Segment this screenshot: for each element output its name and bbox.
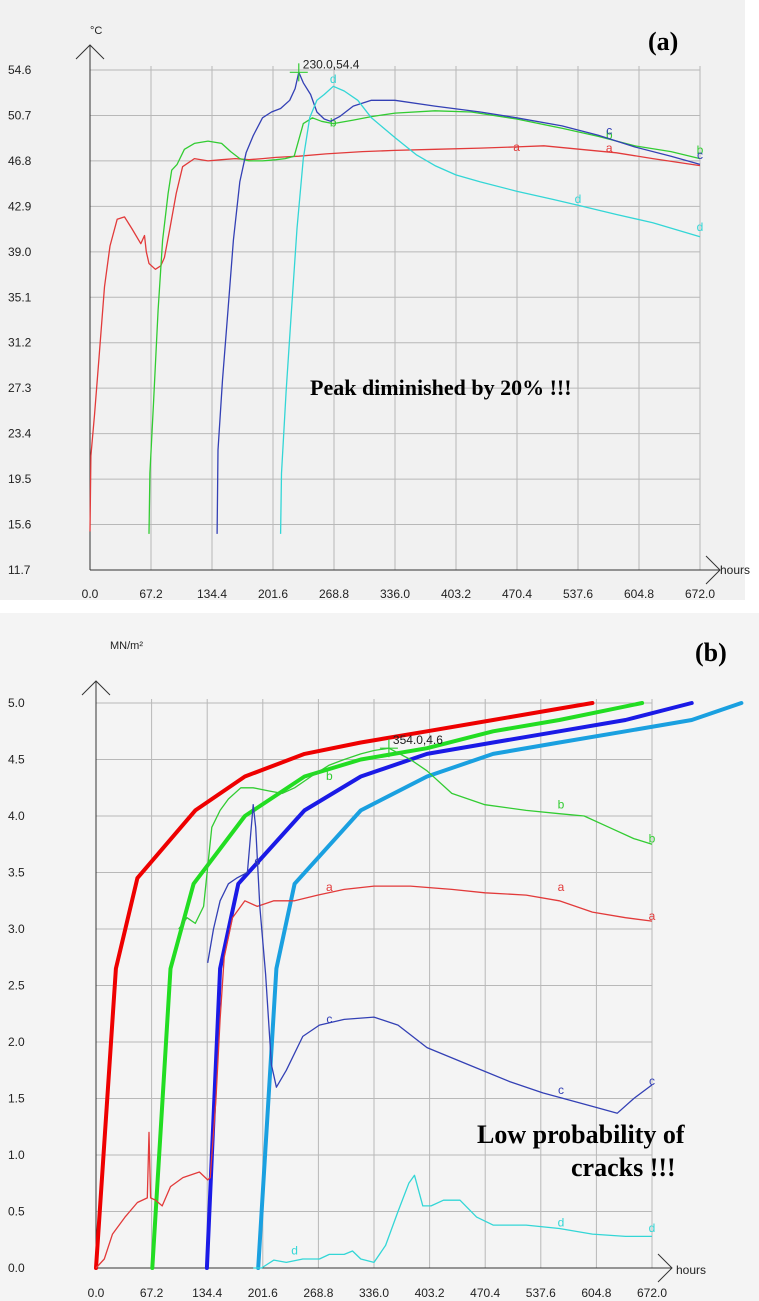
x-axis-label: hours bbox=[720, 563, 750, 577]
stress-chart: 0.0 67.2 134.4 201.6 268.8 336.0 403.2 470.4 537… bbox=[8, 638, 744, 1300]
y-tick-label: 2.0 bbox=[8, 1035, 25, 1049]
y-tick-label: 19.5 bbox=[8, 472, 32, 486]
y-tick-label: 4.0 bbox=[8, 809, 25, 823]
series-label-c: c bbox=[254, 854, 260, 868]
series-label-d: d bbox=[575, 192, 582, 206]
y-tick-label: 31.2 bbox=[8, 336, 32, 350]
series-line-a bbox=[95, 885, 653, 1269]
y-tick-label: 4.5 bbox=[8, 753, 25, 767]
x-tick-label: 672.0 bbox=[685, 587, 715, 601]
series-label-a: a bbox=[649, 909, 656, 923]
annotation-text: Peak diminished by 20% !!! bbox=[310, 375, 572, 400]
x-tick-label: 470.4 bbox=[502, 587, 532, 601]
limit-curve-red-limit bbox=[94, 701, 595, 1270]
limit-curve-lightblue-limit bbox=[256, 701, 744, 1270]
x-tick-label: 336.0 bbox=[380, 587, 410, 601]
series-label-d: d bbox=[697, 220, 704, 234]
series-label-d: d bbox=[330, 72, 337, 86]
chart-panel-a: 0.0 67.2 134.4 201.6 268.8 336.0 403.2 470.4 537… bbox=[0, 0, 750, 601]
x-tick-label: 470.4 bbox=[470, 1286, 500, 1300]
limit-curve-green-limit bbox=[150, 701, 645, 1270]
x-tick-label: 604.8 bbox=[624, 587, 654, 601]
series-label-c: c bbox=[697, 148, 703, 162]
y-axis-unit: °C bbox=[90, 25, 102, 37]
y-tick-label: 46.8 bbox=[8, 154, 32, 168]
y-tick-label: 0.5 bbox=[8, 1205, 25, 1219]
y-tick-label: 1.5 bbox=[8, 1092, 25, 1106]
y-axis-unit: MN/m² bbox=[110, 640, 143, 652]
annotation-line: Low probability of bbox=[477, 1120, 685, 1149]
x-tick-label: 134.4 bbox=[192, 1286, 222, 1300]
series-label-d: d bbox=[558, 1215, 565, 1229]
x-tick-label: 268.8 bbox=[303, 1286, 333, 1300]
series-label-c: c bbox=[326, 1012, 332, 1026]
y-tick-label: 42.9 bbox=[8, 199, 32, 213]
series-label-b: b bbox=[558, 797, 565, 811]
y-tick-label: 0.0 bbox=[8, 1261, 25, 1275]
series-label-c: c bbox=[649, 1074, 655, 1088]
series-label-b: b bbox=[326, 769, 333, 783]
x-tick-label: 336.0 bbox=[359, 1286, 389, 1300]
series-label-a: a bbox=[558, 880, 565, 894]
y-tick-label: 1.0 bbox=[8, 1148, 25, 1162]
x-tick-label: 403.2 bbox=[441, 587, 471, 601]
marker-label: 230.0,54.4 bbox=[303, 57, 360, 71]
x-tick-label: 67.2 bbox=[140, 1286, 164, 1300]
y-tick-label: 39.0 bbox=[8, 245, 32, 259]
x-tick-label: 0.0 bbox=[88, 1286, 105, 1300]
y-tick-label: 2.5 bbox=[8, 979, 25, 993]
x-tick-label: 537.6 bbox=[563, 587, 593, 601]
x-tick-label: 672.0 bbox=[637, 1286, 667, 1300]
y-tick-label: 27.3 bbox=[8, 381, 32, 395]
x-tick-label: 604.8 bbox=[581, 1286, 611, 1300]
y-tick-label: 11.7 bbox=[8, 563, 31, 577]
series-line-b bbox=[178, 747, 653, 930]
chart-panel-b: 0.0 67.2 134.4 201.6 268.8 336.0 403.2 470.4 537… bbox=[0, 613, 759, 1301]
x-tick-label: 403.2 bbox=[415, 1286, 445, 1300]
series-line-b bbox=[148, 110, 701, 534]
x-axis-label: hours bbox=[676, 1263, 706, 1277]
series-label-b: b bbox=[649, 831, 656, 845]
limit-curve-blue-limit bbox=[204, 701, 694, 1270]
series-label-b: b bbox=[330, 115, 337, 129]
y-tick-label: 15.6 bbox=[8, 518, 32, 532]
panel-tag: (a) bbox=[648, 27, 678, 56]
x-tick-label: 201.6 bbox=[248, 1286, 278, 1300]
series-label-c: c bbox=[606, 123, 612, 137]
series-label-a: a bbox=[606, 141, 613, 155]
y-tick-label: 3.5 bbox=[8, 866, 25, 880]
y-tick-label: 35.1 bbox=[8, 290, 32, 304]
y-tick-label: 50.7 bbox=[8, 108, 32, 122]
series-label-a: a bbox=[513, 140, 520, 154]
y-tick-label: 23.4 bbox=[8, 427, 32, 441]
panel-tag: (b) bbox=[695, 638, 727, 667]
x-tick-label: 201.6 bbox=[258, 587, 288, 601]
x-tick-label: 134.4 bbox=[197, 587, 227, 601]
y-tick-label: 5.0 bbox=[8, 696, 25, 710]
x-axis-arrow bbox=[705, 555, 721, 585]
series-label-d: d bbox=[649, 1221, 656, 1235]
series-label-b: b bbox=[606, 128, 613, 142]
x-tick-label: 268.8 bbox=[319, 587, 349, 601]
series-label-a: a bbox=[326, 880, 333, 894]
series-line-d bbox=[279, 85, 701, 534]
marker-label: 354.0,4.6 bbox=[393, 733, 443, 747]
series-line-d bbox=[253, 1174, 652, 1269]
x-tick-label: 0.0 bbox=[82, 587, 99, 601]
temperature-chart: 0.0 67.2 134.4 201.6 268.8 336.0 403.2 470.4 537… bbox=[8, 25, 750, 601]
series-line-c bbox=[207, 804, 653, 1114]
y-tick-label: 54.6 bbox=[8, 63, 32, 77]
series-label-b: b bbox=[697, 143, 704, 157]
annotation-line: cracks !!! bbox=[571, 1153, 676, 1182]
y-tick-label: 3.0 bbox=[8, 922, 25, 936]
y-axis-arrow bbox=[75, 44, 105, 60]
series-line-c bbox=[216, 71, 701, 534]
series-line-a bbox=[89, 145, 701, 532]
series-label-d: d bbox=[291, 1244, 298, 1258]
y-axis-arrow bbox=[81, 680, 111, 696]
x-tick-label: 67.2 bbox=[139, 587, 163, 601]
x-axis-arrow bbox=[657, 1253, 673, 1283]
series-label-c: c bbox=[558, 1083, 564, 1097]
x-tick-label: 537.6 bbox=[526, 1286, 556, 1300]
